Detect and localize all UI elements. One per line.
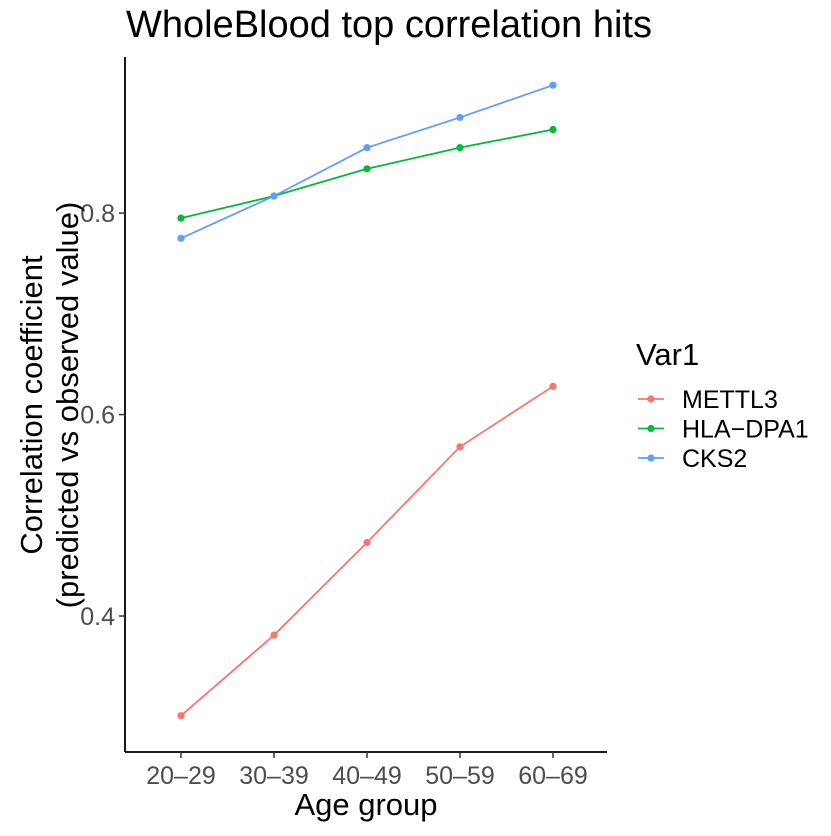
data-point	[549, 81, 557, 89]
x-tick-label: 40–49	[332, 762, 402, 790]
series-line	[180, 385, 554, 717]
data-point	[456, 443, 464, 451]
data-point	[270, 192, 278, 200]
legend-key-point	[647, 454, 655, 462]
data-point	[549, 382, 557, 390]
y-axis-title-line1: Correlation coefficient	[14, 255, 49, 555]
data-point	[270, 631, 278, 639]
data-point	[177, 234, 185, 242]
legend-key-point	[647, 395, 655, 403]
data-point	[456, 113, 464, 122]
series-line	[180, 128, 554, 220]
data-point	[177, 214, 185, 222]
series-line	[180, 84, 554, 240]
data-point	[363, 165, 371, 173]
x-axis-title: Age group	[294, 787, 437, 822]
x-tick-label: 50–59	[425, 762, 495, 790]
legend-key-point	[647, 424, 655, 433]
legend-label: HLA−DPA1	[682, 416, 809, 444]
data-point	[363, 144, 371, 152]
y-axis-title-line2: (predicted vs observed value)	[50, 202, 85, 609]
y-tick-label: 0.6	[80, 402, 115, 430]
data-point	[363, 538, 371, 547]
data-point	[549, 125, 557, 134]
y-tick-label: 0.8	[80, 200, 115, 228]
legend-label: METTL3	[682, 386, 778, 414]
x-tick-label: 30–39	[239, 762, 309, 790]
legend-label: CKS2	[682, 445, 747, 473]
x-tick-label: 60–69	[518, 762, 588, 790]
data-point	[456, 144, 464, 152]
plot-area: 0.4 0.6 0.8 20–29 30–39 40–49 50–59 60–69	[80, 57, 607, 790]
x-tick-label: 20–29	[146, 762, 216, 790]
chart-title: WholeBlood top correlation hits	[126, 4, 652, 46]
data-point	[177, 712, 185, 720]
legend-title: Var1	[636, 337, 699, 372]
y-tick-label: 0.4	[80, 603, 115, 631]
